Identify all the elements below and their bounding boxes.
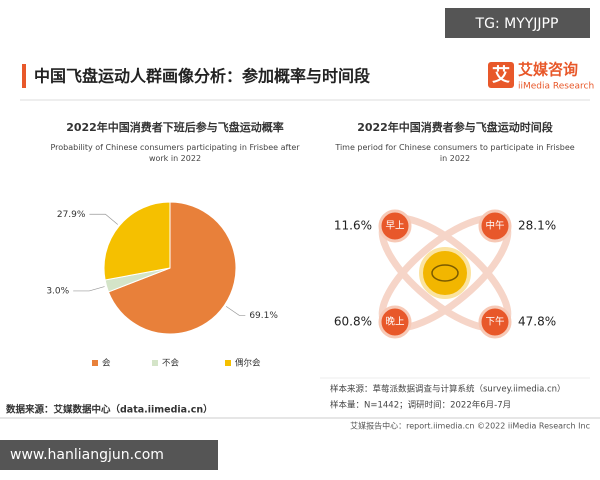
brand-icon: 艾 <box>492 64 510 86</box>
data-label: 27.9% <box>57 210 86 220</box>
brand-en: iiMedia Research <box>518 82 594 92</box>
time-label: 下午 <box>485 316 504 328</box>
leader-line <box>89 213 118 225</box>
frisbee-icon <box>419 247 471 299</box>
time-title: 2022年中国消费者参与飞盘运动时间段 <box>357 120 553 134</box>
page-title: 中国飞盘运动人群画像分析：参加概率与时间段 <box>34 67 371 86</box>
time-value: 11.6% <box>334 219 372 233</box>
sample-size: 样本量：N=1442；调研时间：2022年6月-7月 <box>330 400 511 411</box>
pie-slice <box>107 201 237 335</box>
time-subtitle-box: Time period for Chinese consumers to par… <box>335 143 575 163</box>
time-subtitle: Time period for Chinese consumers to par… <box>335 143 575 163</box>
legend-swatch <box>225 360 231 366</box>
time-node <box>478 209 512 243</box>
data-label: 3.0% <box>46 286 69 296</box>
data-label: 69.1% <box>249 311 278 321</box>
time-node <box>478 305 512 339</box>
time-value: 60.8% <box>334 315 372 329</box>
leader-line <box>73 286 105 292</box>
report-credit: 艾媒报告中心：report.iimedia.cn ©2022 iiMedia R… <box>350 421 590 431</box>
pie-subtitle: Probability of Chinese consumers partici… <box>50 143 300 163</box>
time-label: 早上 <box>385 221 405 232</box>
time-label: 晚上 <box>385 317 405 328</box>
time-value: 28.1% <box>518 219 556 233</box>
watermark-box <box>0 440 218 470</box>
leader-line <box>225 306 246 316</box>
time-label: 中午 <box>485 220 504 232</box>
watermark: www.hanliangjun.com <box>10 447 164 463</box>
brand-cn: 艾媒咨询 <box>518 61 578 79</box>
legend-label: 偶尔会 <box>235 358 261 369</box>
time-value: 47.8% <box>518 315 556 329</box>
watermark-box <box>445 8 590 38</box>
legend-swatch <box>152 360 158 366</box>
pie-subtitle-box: Probability of Chinese consumers partici… <box>50 143 300 163</box>
sample-source: 样本来源：草莓派数据调查与计算系统（survey.iimedia.cn） <box>330 384 566 395</box>
time-node <box>378 209 412 243</box>
brand-icon-box <box>488 62 514 88</box>
legend-label: 会 <box>102 358 111 369</box>
pie-title: 2022年中国消费者下班后参与飞盘运动概率 <box>66 120 284 134</box>
title-bar <box>22 64 26 88</box>
pie-slice <box>103 201 171 281</box>
legend-label: 不会 <box>162 358 180 369</box>
legend-swatch <box>92 360 98 366</box>
watermark: TG: MYYJJPP <box>475 16 559 32</box>
data-source: 数据来源：艾媒数据中心（data.iimedia.cn） <box>5 404 213 416</box>
frisbee-icon-detail <box>431 264 459 282</box>
time-node <box>378 305 412 339</box>
